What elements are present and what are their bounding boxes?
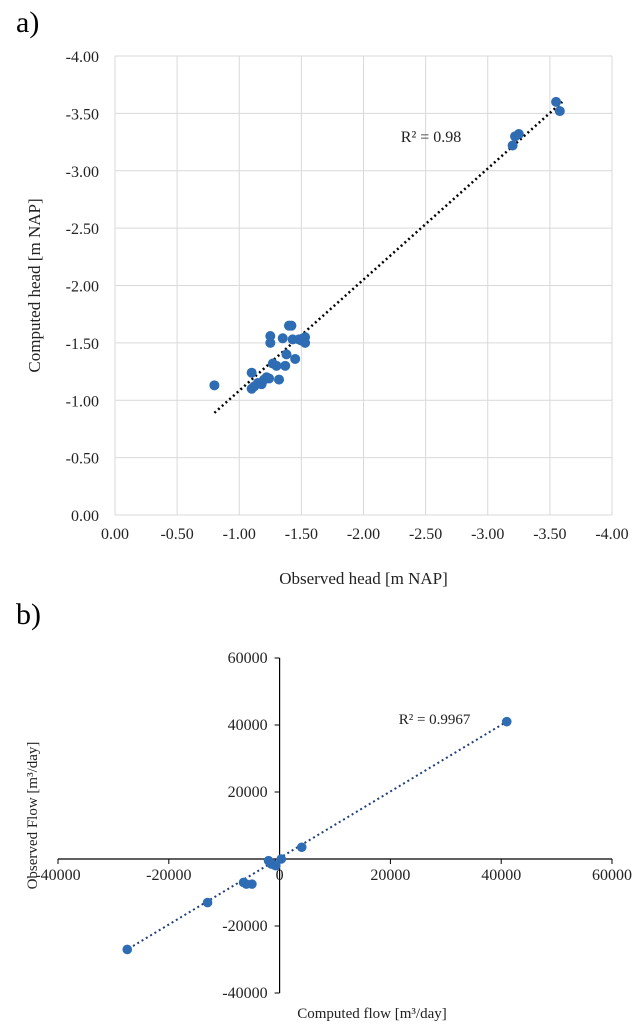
chart-a-data-point — [281, 349, 292, 360]
chart-a-x-tick-label: -0.50 — [160, 526, 193, 543]
chart-b-y-tick-label: -40000 — [222, 985, 267, 1002]
chart-b-trend-line — [123, 720, 508, 952]
chart-a-y-tick-label: -1.00 — [66, 393, 99, 410]
chart-b-y-axis-title: Observed Flow [m³/day] — [25, 742, 41, 890]
chart-a-x-tick-label: -2.50 — [409, 526, 442, 543]
chart-a-data-point — [265, 330, 276, 341]
chart-a-gridlines — [114, 55, 613, 516]
chart-b-x-tick-label: 0 — [276, 867, 284, 884]
chart-a-data-point — [513, 129, 524, 140]
chart-a-data-point — [209, 380, 220, 391]
chart-b-r2-annotation: R² = 0.9967 — [399, 712, 471, 728]
chart-a-data-point — [551, 96, 562, 107]
chart-a-scatter: 0.00 -0.50 -1.00 -1.50 -2.00 -2.50 -3.00 -3.50 -… — [25, 49, 629, 588]
chart-a-y-tick-label: 0.00 — [71, 508, 99, 525]
chart-b-x-tick-label: -20000 — [146, 867, 191, 884]
chart-a-y-tick-label: -0.50 — [66, 451, 99, 468]
chart-b-points — [122, 716, 512, 955]
chart-a-data-point — [271, 360, 282, 371]
panel-label-b: b) — [16, 598, 41, 631]
chart-a-data-point — [274, 374, 285, 385]
chart-a-x-tick-label: -2.00 — [347, 526, 380, 543]
chart-b-y-tick-label: -20000 — [222, 918, 267, 935]
chart-a-data-point — [507, 140, 518, 151]
chart-b-x-axis-title: Computed flow [m³/day] — [297, 1006, 446, 1022]
chart-b-y-tick-label: 40000 — [228, 717, 268, 734]
chart-a-data-point — [554, 106, 565, 117]
chart-a-data-point — [265, 337, 276, 348]
chart-b-scatter: -40000 -20000 0 20000 40000 60000 -40000 -20000… — [25, 650, 632, 1022]
chart-a-y-tick-label: -3.00 — [66, 164, 99, 181]
chart-a-x-tick-label: -3.00 — [471, 526, 504, 543]
chart-b-data-point — [270, 860, 281, 871]
chart-a-y-axis-title: Computed head [m NAP] — [25, 198, 44, 372]
chart-a-r2-annotation: R² = 0.98 — [401, 129, 462, 146]
chart-b-trendline — [123, 720, 508, 952]
chart-a-y-tick-label: -3.50 — [66, 106, 99, 123]
chart-a-data-point — [264, 373, 275, 384]
chart-a-x-tick-label: 0.00 — [101, 526, 129, 543]
chart-a-x-tick-label: -4.00 — [595, 526, 628, 543]
chart-a-y-tick-label: -2.50 — [66, 221, 99, 238]
chart-a-y-tick-label: -1.50 — [66, 336, 99, 353]
chart-b-data-point — [296, 842, 307, 853]
chart-a-x-axis-title: Observed head [m NAP] — [279, 569, 448, 588]
chart-a-data-point — [277, 333, 288, 344]
chart-b-y-tick-label: 60000 — [228, 650, 268, 667]
chart-a-data-point — [290, 353, 301, 364]
chart-a-data-point — [286, 320, 297, 331]
chart-b-x-tick-label: -40000 — [35, 867, 80, 884]
chart-a-x-tick-label: -3.50 — [533, 526, 566, 543]
chart-b-x-tick-label: 40000 — [481, 867, 521, 884]
chart-a-x-tick-label: -1.50 — [285, 526, 318, 543]
chart-b-data-point — [501, 716, 512, 727]
chart-b-data-point — [202, 897, 213, 908]
chart-a-data-point — [280, 360, 291, 371]
chart-a-points — [209, 96, 565, 394]
chart-b-x-tick-label: 60000 — [592, 867, 632, 884]
chart-b-y-tick-label: 20000 — [228, 784, 268, 801]
chart-a-data-point — [300, 337, 311, 348]
chart-b-data-point — [247, 879, 257, 889]
chart-b-tick-labels: -40000 -20000 0 20000 40000 60000 -40000 -20000… — [35, 650, 632, 1002]
chart-b-x-tick-label: 20000 — [370, 867, 410, 884]
chart-a-data-point — [246, 367, 257, 378]
chart-a-y-tick-label: -4.00 — [66, 49, 99, 66]
chart-b-data-point — [276, 854, 287, 864]
chart-b-data-point — [122, 944, 133, 955]
chart-a-x-tick-label: -1.00 — [223, 526, 256, 543]
chart-a-y-tick-label: -2.00 — [66, 279, 99, 296]
panel-label-a: a) — [16, 6, 40, 39]
chart-a-tick-labels: 0.00 -0.50 -1.00 -1.50 -2.00 -2.50 -3.00 -3.50 -… — [66, 49, 629, 543]
